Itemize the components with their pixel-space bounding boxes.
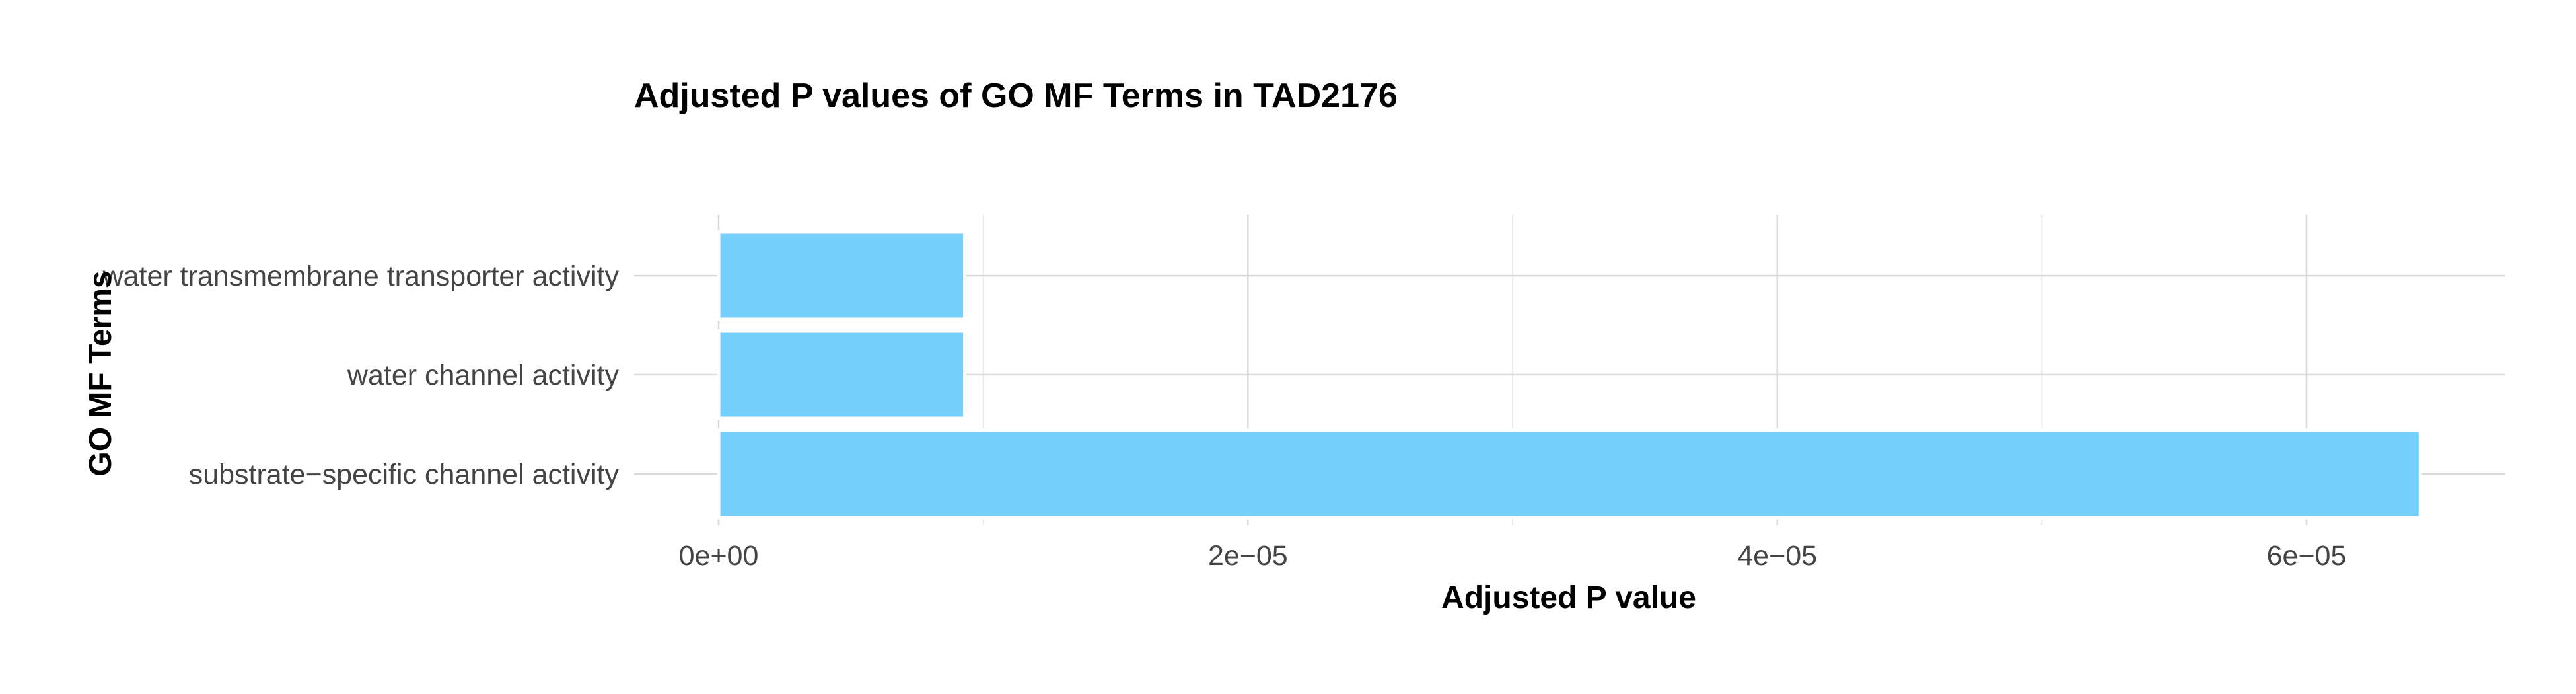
x-tick-label: 0e+00 [679, 540, 759, 572]
x-tick-label: 2e−05 [1208, 540, 1288, 572]
chart-title: Adjusted P values of GO MF Terms in TAD2… [634, 77, 1398, 115]
category-label: water channel activity [347, 360, 620, 391]
x-tick-labels: 0e+00 2e−05 4e−05 6e−05 [679, 540, 2347, 572]
category-labels: water transmembrane transporter activity… [102, 260, 620, 490]
bar [717, 428, 2422, 520]
bar [717, 230, 967, 321]
y-axis-title: GO MF Terms [83, 270, 118, 476]
bar [717, 329, 967, 420]
x-axis-title: Adjusted P value [1441, 580, 1696, 615]
x-tick-label: 6e−05 [2267, 540, 2347, 572]
x-tick-label: 4e−05 [1737, 540, 1817, 572]
category-label: water transmembrane transporter activity [102, 260, 620, 292]
bars [717, 230, 2422, 520]
category-label: substrate−specific channel activity [189, 459, 620, 490]
